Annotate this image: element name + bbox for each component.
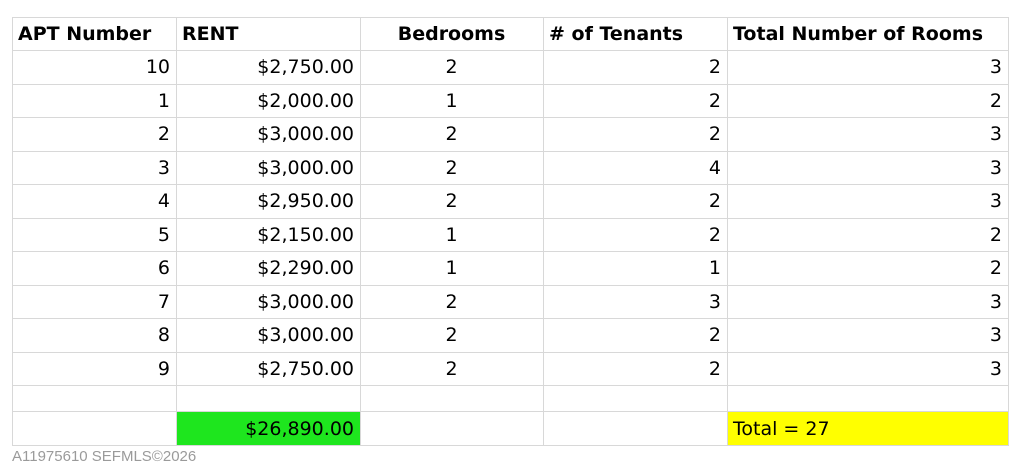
cell-tenants[interactable]: 4 [543,150,728,185]
cell-bedrooms[interactable]: 2 [360,50,544,85]
cell[interactable] [543,385,728,412]
cell-rent[interactable]: $2,750.00 [176,50,361,85]
cell-tenants[interactable]: 2 [543,50,728,85]
table-row: 1 $2,000.00 1 2 2 [12,83,1009,118]
cell-bedrooms[interactable]: 2 [360,318,544,353]
cell-apt-number[interactable]: 5 [12,217,177,252]
cell-bedrooms[interactable]: 2 [360,117,544,152]
watermark: A11975610 SEFMLS©2026 [12,448,197,465]
cell[interactable] [176,385,361,412]
table-row: 2 $3,000.00 2 2 3 [12,117,1009,152]
cell-total-rooms[interactable]: 3 [727,184,1009,219]
cell-tenants[interactable]: 1 [543,251,728,286]
totals-row: $26,890.00 Total = 27 [12,411,1009,446]
cell-tenants[interactable]: 2 [543,117,728,152]
header-rent[interactable]: RENT [176,17,361,51]
cell[interactable] [727,385,1009,412]
cell-rent[interactable]: $3,000.00 [176,284,361,319]
cell-rent[interactable]: $2,950.00 [176,184,361,219]
cell-total-rooms[interactable]: 3 [727,318,1009,353]
cell-apt-number[interactable]: 10 [12,50,177,85]
cell-total-rooms[interactable]: 3 [727,117,1009,152]
cell-total-rooms[interactable]: 2 [727,251,1009,286]
cell-bedrooms[interactable]: 1 [360,251,544,286]
cell-apt-number[interactable]: 4 [12,184,177,219]
cell-rent[interactable]: $3,000.00 [176,117,361,152]
cell-total-rooms[interactable]: 3 [727,351,1009,386]
cell-bedrooms[interactable]: 2 [360,284,544,319]
table-row: 6 $2,290.00 1 1 2 [12,251,1009,286]
cell[interactable] [12,411,177,446]
cell-apt-number[interactable]: 3 [12,150,177,185]
rooms-total[interactable]: Total = 27 [727,411,1009,446]
header-bedrooms[interactable]: Bedrooms [360,17,544,51]
header-apt-number[interactable]: APT Number [12,17,177,51]
cell[interactable] [360,385,544,412]
cell-total-rooms[interactable]: 3 [727,284,1009,319]
cell-rent[interactable]: $3,000.00 [176,318,361,353]
table-row: 10 $2,750.00 2 2 3 [12,50,1009,85]
table-row: 9 $2,750.00 2 2 3 [12,351,1009,386]
table-row: 5 $2,150.00 1 2 2 [12,217,1009,252]
cell-apt-number[interactable]: 6 [12,251,177,286]
empty-row [12,385,1009,412]
cell-rent[interactable]: $2,750.00 [176,351,361,386]
cell-tenants[interactable]: 2 [543,83,728,118]
cell-apt-number[interactable]: 2 [12,117,177,152]
header-total-rooms[interactable]: Total Number of Rooms [727,17,1009,51]
cell-rent[interactable]: $2,150.00 [176,217,361,252]
cell-tenants[interactable]: 2 [543,184,728,219]
cell-apt-number[interactable]: 8 [12,318,177,353]
header-row: APT Number RENT Bedrooms # of Tenants To… [12,17,1009,51]
cell-bedrooms[interactable]: 2 [360,150,544,185]
cell-bedrooms[interactable]: 2 [360,184,544,219]
cell[interactable] [12,385,177,412]
cell-bedrooms[interactable]: 1 [360,217,544,252]
cell-total-rooms[interactable]: 3 [727,50,1009,85]
header-tenants[interactable]: # of Tenants [543,17,728,51]
table-row: 3 $3,000.00 2 4 3 [12,150,1009,185]
table-row: 7 $3,000.00 2 3 3 [12,284,1009,319]
cell-apt-number[interactable]: 1 [12,83,177,118]
cell-tenants[interactable]: 2 [543,318,728,353]
table-row: 8 $3,000.00 2 2 3 [12,318,1009,353]
cell-total-rooms[interactable]: 2 [727,217,1009,252]
cell-rent[interactable]: $2,000.00 [176,83,361,118]
table-row: 4 $2,950.00 2 2 3 [12,184,1009,219]
cell-tenants[interactable]: 3 [543,284,728,319]
rent-total[interactable]: $26,890.00 [176,411,361,446]
cell[interactable] [360,411,544,446]
cell-tenants[interactable]: 2 [543,351,728,386]
cell-apt-number[interactable]: 7 [12,284,177,319]
cell-tenants[interactable]: 2 [543,217,728,252]
rent-table: APT Number RENT Bedrooms # of Tenants To… [12,17,1009,446]
cell[interactable] [543,411,728,446]
cell-total-rooms[interactable]: 3 [727,150,1009,185]
cell-rent[interactable]: $2,290.00 [176,251,361,286]
cell-bedrooms[interactable]: 1 [360,83,544,118]
cell-rent[interactable]: $3,000.00 [176,150,361,185]
cell-total-rooms[interactable]: 2 [727,83,1009,118]
cell-apt-number[interactable]: 9 [12,351,177,386]
cell-bedrooms[interactable]: 2 [360,351,544,386]
